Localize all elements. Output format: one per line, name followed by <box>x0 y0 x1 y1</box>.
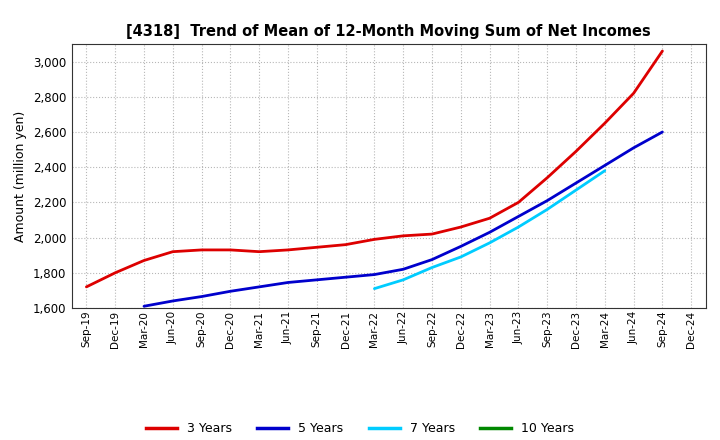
3 Years <box>658 48 667 54</box>
3 Years <box>111 270 120 275</box>
3 Years <box>284 247 292 253</box>
5 Years <box>370 272 379 277</box>
3 Years <box>370 237 379 242</box>
5 Years <box>658 129 667 135</box>
5 Years <box>600 163 609 168</box>
3 Years <box>168 249 177 254</box>
5 Years <box>485 230 494 235</box>
5 Years <box>255 284 264 290</box>
3 Years <box>485 216 494 221</box>
3 Years <box>456 224 465 230</box>
3 Years <box>543 175 552 180</box>
7 Years <box>399 277 408 282</box>
7 Years <box>600 168 609 173</box>
7 Years <box>572 187 580 193</box>
7 Years <box>370 286 379 291</box>
3 Years <box>572 149 580 154</box>
7 Years <box>485 240 494 246</box>
Y-axis label: Amount (million yen): Amount (million yen) <box>14 110 27 242</box>
5 Years <box>140 304 148 309</box>
3 Years <box>600 121 609 126</box>
5 Years <box>572 180 580 186</box>
3 Years <box>514 200 523 205</box>
5 Years <box>226 289 235 294</box>
3 Years <box>197 247 206 253</box>
Line: 7 Years: 7 Years <box>374 171 605 289</box>
5 Years <box>312 277 321 282</box>
3 Years <box>226 247 235 253</box>
7 Years <box>543 207 552 212</box>
Legend: 3 Years, 5 Years, 7 Years, 10 Years: 3 Years, 5 Years, 7 Years, 10 Years <box>141 418 579 440</box>
7 Years <box>428 265 436 270</box>
3 Years <box>428 231 436 237</box>
Title: [4318]  Trend of Mean of 12-Month Moving Sum of Net Incomes: [4318] Trend of Mean of 12-Month Moving … <box>127 24 651 39</box>
5 Years <box>629 145 638 150</box>
3 Years <box>399 233 408 238</box>
Line: 5 Years: 5 Years <box>144 132 662 306</box>
5 Years <box>399 267 408 272</box>
5 Years <box>168 298 177 304</box>
5 Years <box>428 257 436 262</box>
Line: 3 Years: 3 Years <box>86 51 662 287</box>
3 Years <box>341 242 350 247</box>
7 Years <box>514 224 523 230</box>
5 Years <box>197 294 206 299</box>
3 Years <box>82 284 91 290</box>
5 Years <box>514 214 523 219</box>
5 Years <box>543 198 552 203</box>
5 Years <box>284 280 292 285</box>
7 Years <box>456 254 465 260</box>
3 Years <box>140 258 148 263</box>
5 Years <box>456 244 465 249</box>
3 Years <box>312 245 321 250</box>
3 Years <box>629 91 638 96</box>
5 Years <box>341 275 350 280</box>
3 Years <box>255 249 264 254</box>
